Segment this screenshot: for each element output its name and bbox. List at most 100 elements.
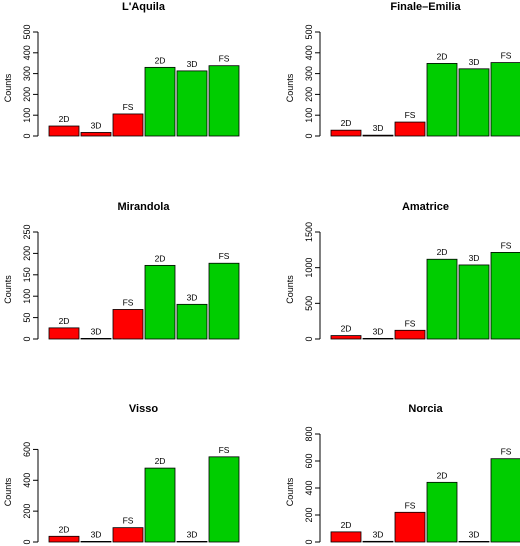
bar-label: 3D: [91, 529, 102, 539]
bar-label: FS: [219, 54, 230, 64]
y-tick-label: 600: [22, 442, 32, 457]
bar-label: 2D: [59, 114, 70, 124]
y-tick-label: 0: [304, 336, 314, 341]
bar: [490, 62, 520, 137]
y-tick-label: 200: [304, 87, 314, 102]
panel-title: L'Aquila: [122, 1, 166, 13]
panel-title: Norcia: [408, 403, 443, 415]
bar-label: 3D: [187, 59, 198, 69]
bar: [176, 541, 208, 543]
y-axis-label: Counts: [3, 477, 13, 506]
bar: [176, 303, 208, 340]
bar-label: 2D: [155, 55, 166, 65]
bar: [490, 458, 520, 543]
bar: [176, 70, 208, 137]
bar: [144, 66, 176, 137]
y-tick-label: 400: [22, 45, 32, 60]
bar: [458, 68, 490, 137]
y-tick-label: 200: [22, 504, 32, 519]
bar: [362, 337, 394, 340]
panel-title: Mirandola: [118, 201, 171, 213]
y-tick-label: 0: [22, 336, 32, 341]
panel-title: Amatrice: [402, 201, 449, 213]
bar-label: 3D: [187, 529, 198, 539]
bar-label: 2D: [437, 247, 448, 257]
y-tick-label: 200: [22, 246, 32, 261]
bar-label: 3D: [373, 326, 384, 336]
y-axis-label: Counts: [285, 477, 295, 506]
bar-label: FS: [123, 516, 134, 526]
bar: [394, 329, 426, 340]
y-tick-label: 300: [304, 66, 314, 81]
bar: [330, 129, 362, 137]
panel-title: Visso: [129, 403, 158, 415]
bar-label: 3D: [187, 292, 198, 302]
y-tick-label: 1000: [304, 258, 314, 278]
bar-label: 2D: [59, 524, 70, 534]
bar: [112, 113, 144, 137]
y-tick-label: 400: [304, 45, 314, 60]
bar-label: FS: [405, 500, 416, 510]
bar-label: 2D: [437, 51, 448, 61]
bar: [426, 481, 458, 543]
bar-label: 2D: [59, 316, 70, 326]
panel-title: Finale–Emilia: [390, 1, 461, 13]
y-tick-label: 250: [22, 224, 32, 239]
y-tick-label: 500: [304, 296, 314, 311]
bar-label: 3D: [469, 57, 480, 67]
bar: [490, 252, 520, 340]
bar: [362, 134, 394, 137]
bar: [80, 337, 112, 340]
bar-label: 3D: [469, 529, 480, 539]
bar-label: FS: [501, 447, 512, 457]
y-tick-label: 100: [22, 289, 32, 304]
y-tick-label: 400: [22, 473, 32, 488]
bar: [80, 132, 112, 137]
bar-label: FS: [219, 251, 230, 261]
y-tick-label: 100: [304, 108, 314, 123]
y-tick-label: 100: [22, 108, 32, 123]
bar-label: FS: [501, 51, 512, 61]
bar-label: 2D: [155, 456, 166, 466]
bar-label: 3D: [373, 529, 384, 539]
y-tick-label: 600: [304, 453, 314, 468]
y-axis-label: Counts: [285, 275, 295, 304]
bar: [48, 535, 80, 543]
bar: [394, 121, 426, 137]
bar: [426, 63, 458, 137]
y-tick-label: 500: [22, 24, 32, 39]
bar-label: 3D: [373, 123, 384, 133]
bar: [144, 467, 176, 543]
bar-label: FS: [405, 110, 416, 120]
bar-label: 3D: [469, 253, 480, 263]
bar-label: 2D: [437, 470, 448, 480]
bar: [394, 511, 426, 543]
y-tick-label: 800: [304, 426, 314, 441]
y-tick-label: 0: [22, 133, 32, 138]
y-tick-label: 150: [22, 267, 32, 282]
bar: [48, 327, 80, 340]
bar-label: FS: [219, 445, 230, 455]
bar: [208, 456, 240, 543]
bar: [112, 527, 144, 543]
bar: [330, 531, 362, 543]
bar: [458, 541, 490, 543]
y-tick-label: 1500: [304, 222, 314, 242]
bar: [80, 541, 112, 543]
bar-label: FS: [123, 102, 134, 112]
y-tick-label: 200: [304, 507, 314, 522]
bar-label: 2D: [341, 118, 352, 128]
bar-label: FS: [501, 240, 512, 250]
bar: [208, 262, 240, 340]
bar-label: FS: [123, 297, 134, 307]
y-tick-label: 0: [304, 539, 314, 544]
y-tick-label: 0: [22, 539, 32, 544]
bar-label: 2D: [341, 324, 352, 334]
y-tick-label: 0: [304, 133, 314, 138]
y-tick-label: 200: [22, 87, 32, 102]
y-tick-label: 400: [304, 480, 314, 495]
bar: [330, 335, 362, 340]
bar: [458, 264, 490, 340]
y-tick-label: 50: [22, 313, 32, 323]
